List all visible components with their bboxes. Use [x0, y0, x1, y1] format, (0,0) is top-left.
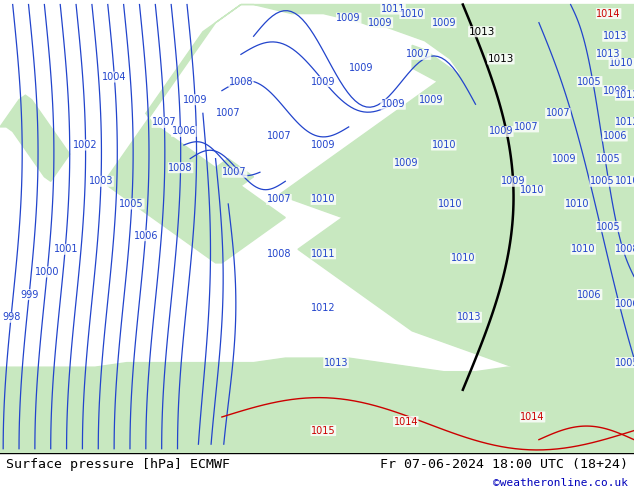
Text: 1010: 1010 — [432, 140, 456, 150]
Text: 1003: 1003 — [89, 176, 113, 186]
Text: 1009: 1009 — [311, 76, 335, 87]
Text: 1014: 1014 — [394, 416, 418, 426]
Text: 1009: 1009 — [432, 18, 456, 27]
Text: ©weatheronline.co.uk: ©weatheronline.co.uk — [493, 478, 628, 489]
Text: 1009: 1009 — [552, 154, 576, 164]
Text: 1006: 1006 — [603, 131, 627, 141]
Text: 1008: 1008 — [229, 76, 253, 87]
Text: 1006: 1006 — [172, 126, 196, 136]
Text: 1006: 1006 — [578, 290, 602, 299]
Text: 1009: 1009 — [419, 95, 443, 105]
Text: 1010: 1010 — [565, 199, 589, 209]
Text: 1005: 1005 — [578, 76, 602, 87]
Text: 1006: 1006 — [616, 299, 634, 309]
Text: 1009: 1009 — [349, 63, 373, 73]
Text: 1010: 1010 — [616, 176, 634, 186]
Text: 1009: 1009 — [311, 140, 335, 150]
Text: 1007: 1007 — [223, 167, 247, 177]
Text: 1009: 1009 — [489, 126, 513, 136]
Text: 1010: 1010 — [311, 195, 335, 204]
Polygon shape — [0, 95, 70, 181]
Text: 1006: 1006 — [134, 231, 158, 241]
Text: 1007: 1007 — [216, 108, 240, 118]
Text: 1013: 1013 — [603, 31, 627, 41]
Polygon shape — [577, 14, 621, 36]
Text: 1013: 1013 — [324, 358, 348, 368]
Polygon shape — [260, 46, 634, 318]
Text: 1009: 1009 — [183, 95, 207, 105]
Text: 1007: 1007 — [546, 108, 570, 118]
Polygon shape — [108, 4, 285, 263]
Text: 1007: 1007 — [267, 195, 291, 204]
Text: 1013: 1013 — [457, 312, 481, 322]
Text: 1008: 1008 — [603, 86, 627, 96]
Polygon shape — [0, 358, 634, 453]
Text: 1007: 1007 — [514, 122, 538, 132]
Polygon shape — [209, 159, 254, 186]
Text: 1007: 1007 — [152, 118, 177, 127]
Text: 1009: 1009 — [501, 176, 526, 186]
Polygon shape — [298, 113, 634, 408]
Text: 1001: 1001 — [54, 245, 78, 254]
Text: 1012: 1012 — [616, 90, 634, 100]
Text: 1013: 1013 — [469, 27, 495, 37]
Text: 1015: 1015 — [311, 426, 335, 436]
Text: 1007: 1007 — [267, 131, 291, 141]
Text: 1007: 1007 — [406, 49, 430, 59]
Text: 998: 998 — [3, 312, 21, 322]
Text: 1013: 1013 — [597, 49, 621, 59]
Text: 1004: 1004 — [101, 72, 126, 82]
Text: 1008: 1008 — [267, 249, 291, 259]
Text: 1005: 1005 — [590, 176, 614, 186]
Text: 1008: 1008 — [168, 163, 193, 172]
Text: 1010: 1010 — [438, 199, 462, 209]
Text: 1010: 1010 — [609, 58, 633, 69]
Text: 1010: 1010 — [571, 245, 595, 254]
Text: 1005: 1005 — [119, 199, 144, 209]
Text: 1009: 1009 — [381, 99, 405, 109]
Polygon shape — [241, 4, 634, 281]
Text: 1012: 1012 — [311, 303, 335, 313]
Text: 1013: 1013 — [488, 54, 514, 64]
Text: 1009: 1009 — [337, 13, 361, 23]
Text: 1005: 1005 — [616, 358, 634, 368]
Text: 1014: 1014 — [521, 412, 545, 422]
Text: 1012: 1012 — [616, 118, 634, 127]
Text: 1009: 1009 — [394, 158, 418, 168]
Text: Surface pressure [hPa] ECMWF: Surface pressure [hPa] ECMWF — [6, 458, 230, 471]
Text: 1005: 1005 — [597, 221, 621, 232]
Text: 1008: 1008 — [616, 245, 634, 254]
Text: 1002: 1002 — [73, 140, 98, 150]
Text: 1011: 1011 — [381, 4, 405, 14]
Text: 1005: 1005 — [597, 154, 621, 164]
Text: 1014: 1014 — [597, 9, 621, 19]
Text: 1000: 1000 — [36, 267, 60, 277]
Text: 1011: 1011 — [311, 249, 335, 259]
Text: 1010: 1010 — [521, 185, 545, 196]
Text: 1010: 1010 — [451, 253, 475, 263]
Text: 1010: 1010 — [400, 9, 424, 19]
Text: 999: 999 — [21, 290, 39, 299]
Text: Fr 07-06-2024 18:00 UTC (18+24): Fr 07-06-2024 18:00 UTC (18+24) — [380, 458, 628, 471]
Text: 1009: 1009 — [368, 18, 392, 27]
